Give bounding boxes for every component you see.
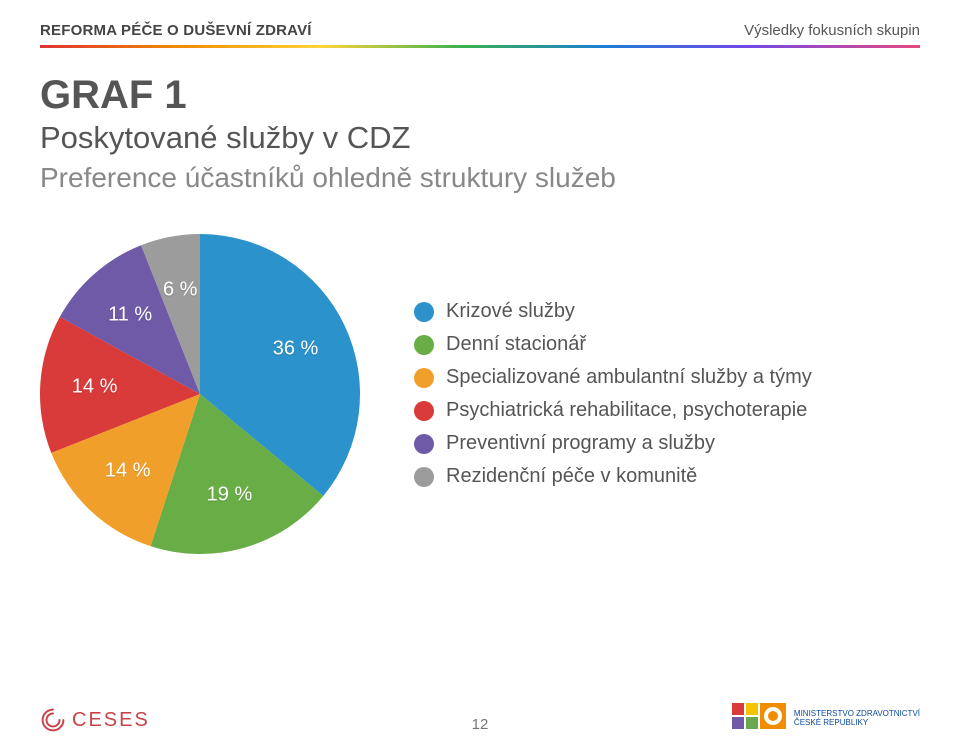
header-divider [40,45,920,48]
legend-label: Denní stacionář [446,333,586,356]
legend-swatch [414,467,434,487]
pie-chart: 36 % 19 % 14 % 14 % 11 % 6 % [40,234,360,554]
legend-item: Specializované ambulantní služby a týmy [414,366,812,389]
chart-legend: Krizové služby Denní stacionář Specializov… [414,300,812,488]
ministry-logo: MINISTERSTVO ZDRAVOTNICTVÍ ČESKÉ REPUBLI… [732,703,920,733]
chart-title: Poskytované služby v CDZ [40,120,920,156]
chart-subtitle: Preference účastníků ohledně struktury s… [40,162,920,194]
pie-slice-label: 14 % [72,376,118,399]
ceses-word: CESES [72,709,150,732]
legend-label: Specializované ambulantní služby a týmy [446,366,812,389]
legend-swatch [414,401,434,421]
legend-label: Rezidenční péče v komunitě [446,465,697,488]
pie-slice-label: 6 % [163,279,197,302]
header-right: Výsledky fokusních skupin [744,22,920,39]
legend-item: Denní stacionář [414,333,812,356]
pie-slice-label: 36 % [273,338,319,361]
legend-label: Psychiatrická rehabilitace, psychoterapi… [446,399,807,422]
pie-slice-label: 19 % [207,484,253,507]
page-number: 12 [472,716,489,733]
legend-item: Krizové služby [414,300,812,323]
legend-swatch [414,368,434,388]
pie-slice-label: 14 % [105,459,151,482]
legend-swatch [414,335,434,355]
legend-item: Rezidenční péče v komunitě [414,465,812,488]
header-brand: REFORMA PÉČE O DUŠEVNÍ ZDRAVÍ [40,22,312,39]
legend-swatch [414,434,434,454]
legend-swatch [414,302,434,322]
legend-label: Preventivní programy a služby [446,432,715,455]
ministry-line1: MINISTERSTVO ZDRAVOTNICTVÍ [794,709,920,718]
pie-slice-label: 11 % [108,303,152,326]
ceses-logo: CESES [40,707,150,733]
legend-item: Preventivní programy a služby [414,432,812,455]
legend-label: Krizové služby [446,300,575,323]
legend-item: Psychiatrická rehabilitace, psychoterapi… [414,399,812,422]
chart-number: GRAF 1 [40,74,920,116]
ministry-blocks-icon [732,703,786,733]
ceses-swirl-icon [40,707,66,733]
ministry-line2: ČESKÉ REPUBLIKY [794,718,920,727]
